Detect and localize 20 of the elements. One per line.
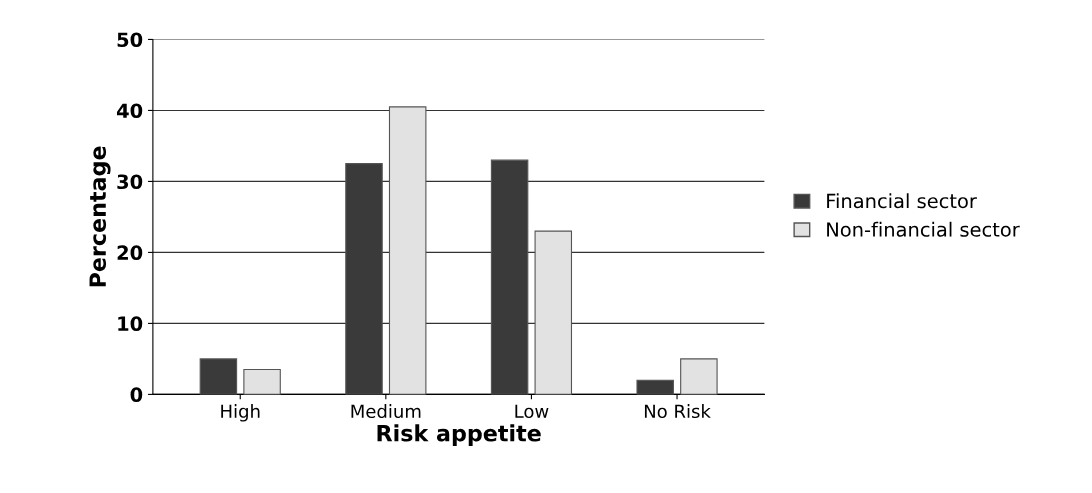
y-tick-label: 50 <box>117 32 143 48</box>
bar <box>636 379 674 395</box>
bar <box>680 358 718 395</box>
y-tick-label: 20 <box>117 245 143 261</box>
y-tick-label: 30 <box>117 174 143 190</box>
bar <box>243 368 281 395</box>
x-tick-label: Low <box>515 404 549 419</box>
bar <box>199 358 238 395</box>
bar <box>388 106 427 395</box>
x-axis-title: Risk appetite <box>377 424 541 446</box>
legend-label: Financial sector <box>827 193 977 209</box>
y-tick-label: 10 <box>118 316 143 332</box>
x-tick-label: High <box>221 404 260 422</box>
x-tick-label: Medium <box>351 404 421 419</box>
y-tick-label: 40 <box>116 103 143 119</box>
x-tick-label: No Risk <box>644 404 711 419</box>
legend-label: Non-financial sector <box>827 221 1020 237</box>
y-axis-title: Percentage <box>89 146 111 287</box>
bar <box>534 230 573 395</box>
y-tick-label: 0 <box>130 387 143 403</box>
